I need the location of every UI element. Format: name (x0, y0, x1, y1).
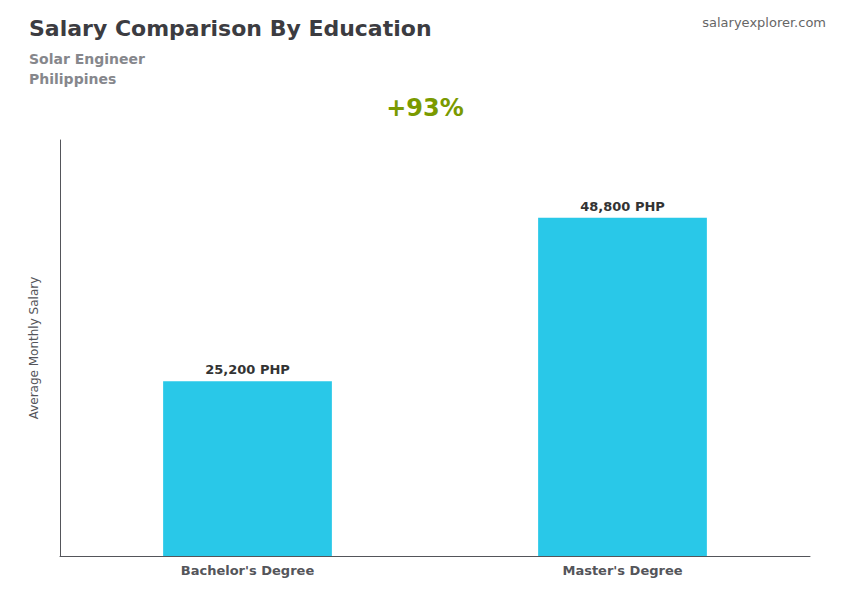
svg-text:Master's Degree: Master's Degree (562, 563, 682, 578)
svg-text:48,800 PHP: 48,800 PHP (580, 199, 665, 214)
svg-text:Philippines: Philippines (29, 71, 116, 87)
svg-text:Average Monthly Salary: Average Monthly Salary (27, 277, 41, 420)
svg-text:Solar Engineer: Solar Engineer (29, 51, 145, 67)
svg-text:salaryexplorer.com: salaryexplorer.com (702, 15, 826, 30)
svg-text:25,200 PHP: 25,200 PHP (205, 362, 290, 377)
svg-text:Salary Comparison By Education: Salary Comparison By Education (29, 16, 432, 41)
svg-text:+93%: +93% (386, 94, 464, 122)
svg-text:Bachelor's Degree: Bachelor's Degree (181, 563, 315, 578)
